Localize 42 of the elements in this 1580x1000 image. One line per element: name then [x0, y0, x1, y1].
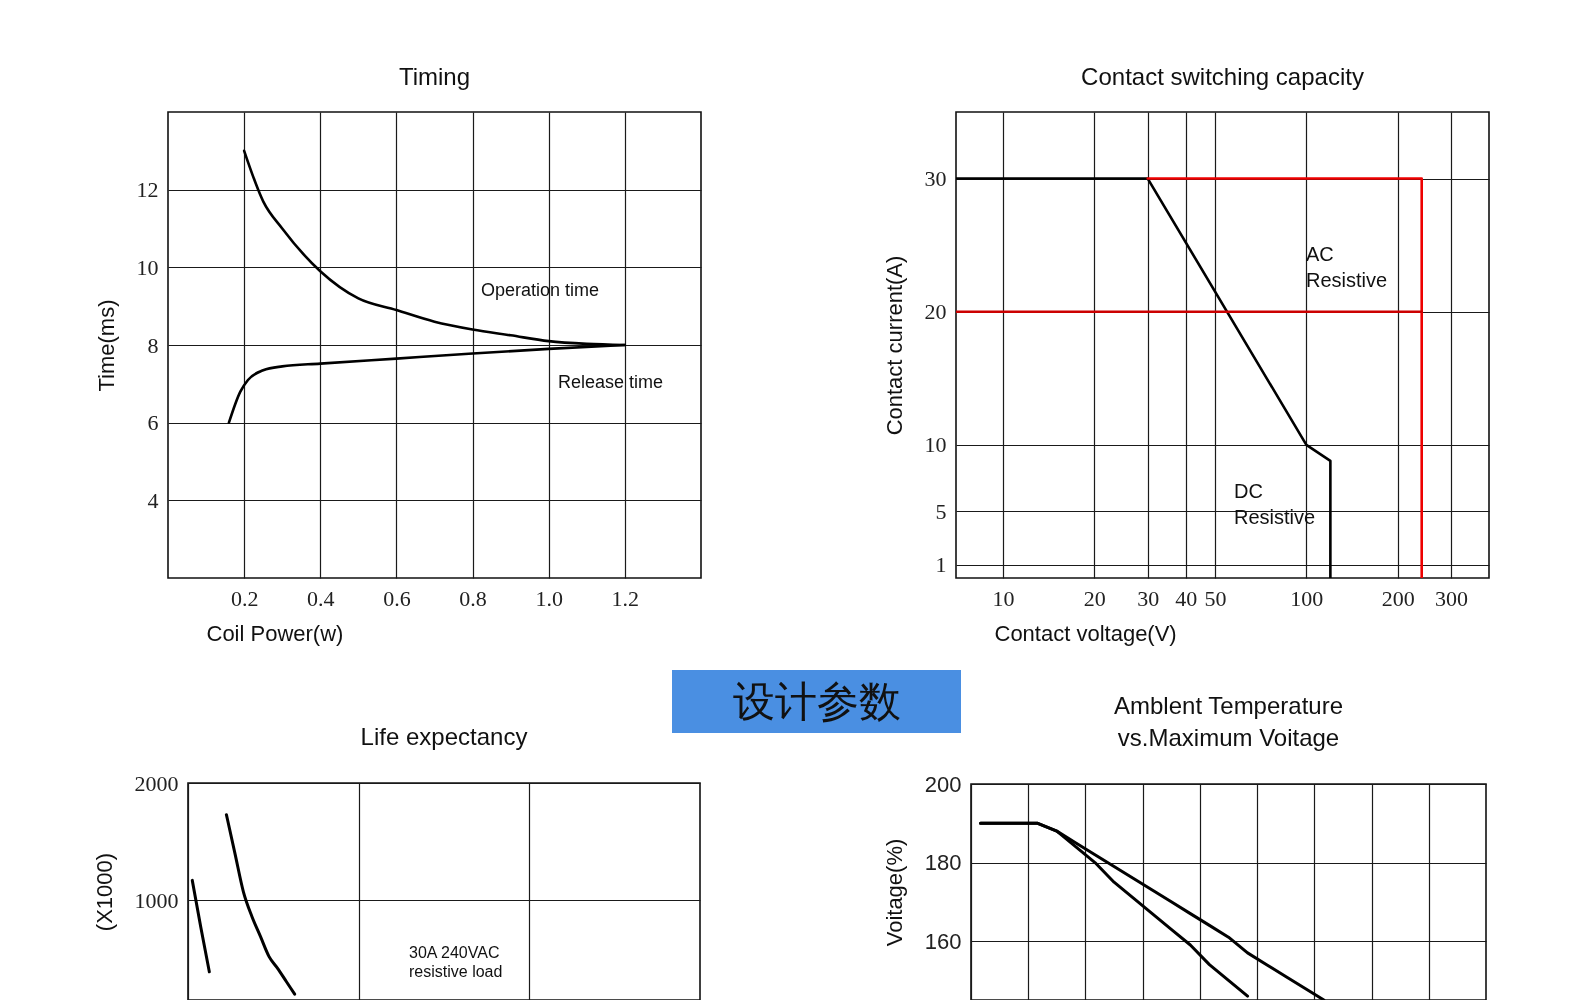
y-tick-label: 200 [924, 771, 962, 797]
x-tick-label: 10 [992, 585, 1015, 611]
series-label: Release time [558, 372, 664, 392]
x-tick-label: 1.2 [611, 585, 640, 611]
y-tick-label: 8 [147, 332, 159, 358]
y-tick-label: 1 [935, 552, 947, 578]
y-axis-title: Time(ms) [93, 299, 119, 392]
y-tick-label: 10 [924, 432, 947, 458]
y-tick-label: 30 [924, 166, 947, 192]
y-tick-label: 10 [136, 254, 159, 280]
y-tick-label: 160 [924, 928, 962, 954]
y-tick-label: 180 [924, 850, 962, 876]
x-tick-label: 300 [1435, 585, 1469, 611]
y-tick-label: 5 [935, 498, 947, 524]
x-tick-label: 50 [1204, 585, 1227, 611]
y-axis-title: Contact current(A) [881, 255, 907, 436]
y-tick-label: 1000 [134, 887, 179, 913]
y-tick-label: 4 [147, 487, 159, 513]
x-tick-label: 1.0 [535, 585, 563, 611]
chart-title: Amblent Temperature vs.Maximum Voitage [1113, 692, 1344, 751]
x-tick-label: 40 [1175, 585, 1198, 611]
y-tick-label: 6 [147, 410, 159, 436]
x-tick-label: 20 [1083, 585, 1106, 611]
chart-title: Life expectancy [360, 723, 528, 750]
x-tick-label: 30 [1137, 585, 1160, 611]
y-tick-label: 20 [924, 299, 947, 325]
x-tick-label: 0.2 [230, 585, 259, 611]
annotation: 30A 240VAC resistive load [409, 944, 503, 981]
y-axis-title: Voitage(%) [881, 838, 907, 947]
x-axis-title: Coil Power(w) [206, 620, 344, 646]
x-tick-label: 100 [1290, 585, 1324, 611]
y-tick-label: 12 [136, 177, 159, 203]
x-tick-label: 0.4 [307, 585, 335, 611]
y-axis-title: (X1000) [91, 852, 117, 932]
x-tick-label: 0.6 [383, 585, 411, 611]
y-tick-label: 2000 [134, 770, 179, 796]
chart-title: Timing [398, 63, 471, 90]
x-tick-label: 0.8 [459, 585, 487, 611]
x-axis-title: Contact voltage(V) [994, 620, 1177, 646]
text: 设计参数 [672, 670, 961, 733]
x-tick-label: 200 [1381, 585, 1415, 611]
chart-title: Contact switching capacity [1081, 63, 1364, 90]
